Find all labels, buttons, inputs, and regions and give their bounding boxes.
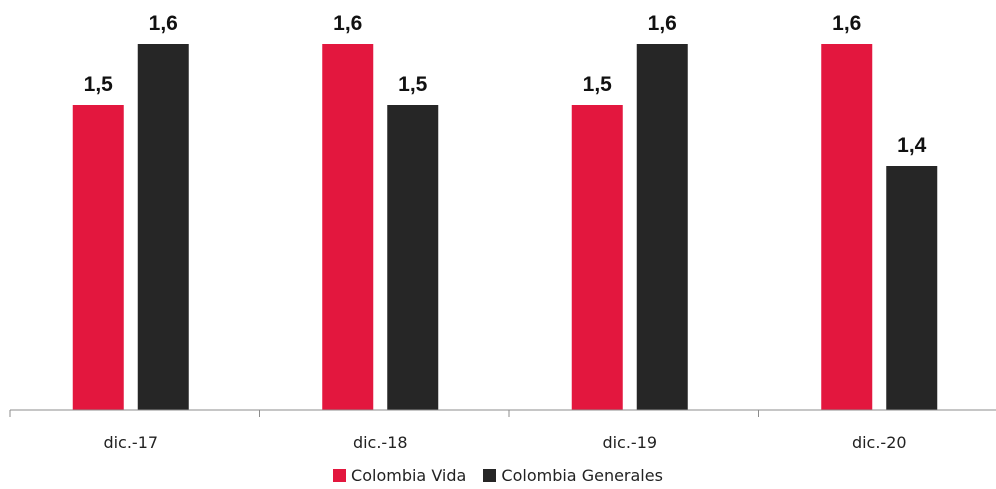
x-tick-label-1: dic.-18 [353,433,408,452]
bar-generales-1 [387,105,439,410]
bar-vida-2 [571,105,623,410]
data-label-vida-0: 1,5 [84,73,114,96]
legend-label-vida: Colombia Vida [351,466,467,485]
data-label-vida-2: 1,5 [583,73,613,96]
bar-vida-1 [322,44,374,410]
data-label-vida-3: 1,6 [832,12,861,35]
legend-item-vida: Colombia Vida [333,466,466,485]
data-label-generales-1: 1,5 [398,73,428,96]
data-labels-layer: 1,5 1,6 1,6 1,5 1,5 1,6 1,6 1,4 [84,12,927,157]
bar-generales-3 [886,166,938,410]
data-label-vida-1: 1,6 [333,12,362,35]
legend-item-generales: Colombia Generales [483,466,663,485]
data-label-generales-2: 1,6 [648,12,677,35]
legend: Colombia Vida Colombia Generales [0,466,996,486]
x-tick-label-2: dic.-19 [602,433,657,452]
bar-vida-0 [72,105,124,410]
data-label-generales-0: 1,6 [149,12,178,35]
legend-swatch-generales [483,469,497,482]
bar-chart: 1,51,6 1,61,5 1,51,6 1,61,4 dic.-17 dic.-18 d… [9,12,996,452]
x-tick-label-3: dic.-20 [852,433,907,452]
data-label-generales-3: 1,4 [897,134,927,157]
x-tick-label-0: dic.-17 [103,433,158,452]
legend-label-generales: Colombia Generales [501,466,663,485]
bar-generales-0 [137,44,189,410]
bar-generales-2 [636,44,688,410]
x-axis: dic.-17 dic.-18 dic.-19 dic.-20 [9,409,996,452]
legend-swatch-vida [333,469,347,482]
bar-vida-3 [821,44,873,410]
bars-layer [72,44,938,410]
